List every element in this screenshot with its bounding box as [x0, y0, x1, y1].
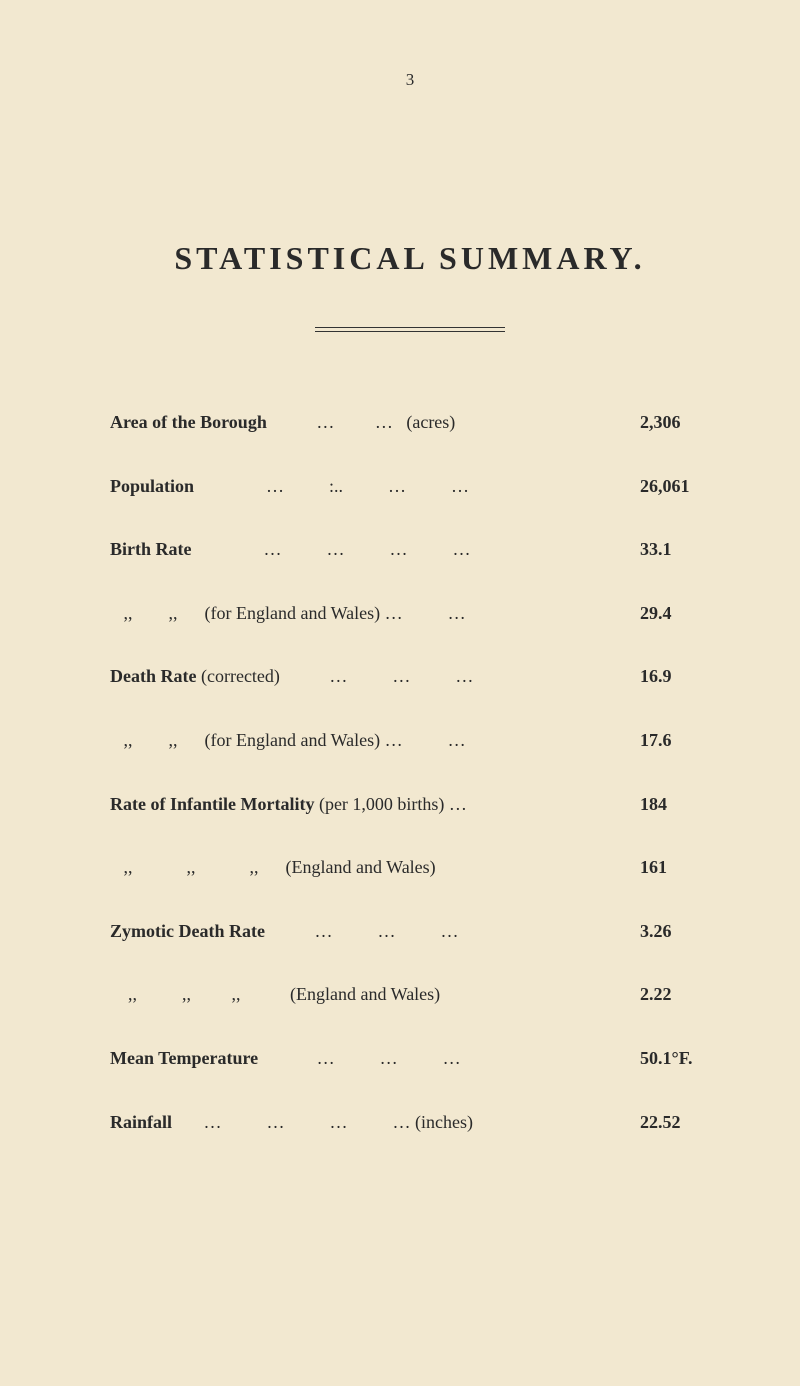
stat-row: ,, ,, ,, (England and Wales) 2.22: [110, 984, 710, 1006]
stat-label: Rate of Infantile Mortality (per 1,000 b…: [110, 794, 610, 816]
stat-row: ,, ,, ,, (England and Wales) 161: [110, 857, 710, 879]
stat-value: 161: [640, 857, 710, 879]
page-title: STATISTICAL SUMMARY.: [110, 240, 710, 277]
stat-row: Population … :.. … … 26,061: [110, 476, 710, 498]
stat-label: ,, ,, ,, (England and Wales): [110, 857, 610, 879]
stat-label: Population … :.. … …: [110, 476, 610, 498]
stat-label: Rainfall … … … … (inches): [110, 1112, 610, 1134]
stat-value: 22.52: [640, 1112, 710, 1134]
stat-row: Rainfall … … … … (inches) 22.52: [110, 1112, 710, 1134]
stat-label: Area of the Borough … … (acres): [110, 412, 610, 434]
stat-label: Death Rate (corrected) … … …: [110, 666, 610, 688]
stat-value: 26,061: [640, 476, 710, 498]
stat-label: ,, ,, (for England and Wales) … …: [110, 603, 610, 625]
stat-value: 2,306: [640, 412, 710, 434]
document-page: 3 STATISTICAL SUMMARY. Area of the Borou…: [0, 0, 800, 1215]
stat-row: ,, ,, (for England and Wales) … … 29.4: [110, 603, 710, 625]
stat-row: Area of the Borough … … (acres) 2,306: [110, 412, 710, 434]
stat-row: Rate of Infantile Mortality (per 1,000 b…: [110, 794, 710, 816]
stat-value: 184: [640, 794, 710, 816]
stat-value: 2.22: [640, 984, 710, 1006]
stat-row: Death Rate (corrected) … … … 16.9: [110, 666, 710, 688]
stat-value: 33.1: [640, 539, 710, 561]
stat-value: 50.1°F.: [640, 1048, 710, 1070]
stat-value: 29.4: [640, 603, 710, 625]
stat-label: Zymotic Death Rate … … …: [110, 921, 610, 943]
stat-label: ,, ,, ,, (England and Wales): [110, 984, 610, 1006]
stat-row: ,, ,, (for England and Wales) … … 17.6: [110, 730, 710, 752]
stat-row: Zymotic Death Rate … … … 3.26: [110, 921, 710, 943]
statistics-list: Area of the Borough … … (acres) 2,306 Popu…: [110, 412, 710, 1133]
stat-row: Birth Rate … … … … 33.1: [110, 539, 710, 561]
stat-label: Mean Temperature … … …: [110, 1048, 610, 1070]
stat-value: 17.6: [640, 730, 710, 752]
stat-value: 3.26: [640, 921, 710, 943]
stat-label: ,, ,, (for England and Wales) … …: [110, 730, 610, 752]
stat-value: 16.9: [640, 666, 710, 688]
stat-label: Birth Rate … … … …: [110, 539, 610, 561]
page-number: 3: [110, 70, 710, 90]
stat-row: Mean Temperature … … … 50.1°F.: [110, 1048, 710, 1070]
title-rule: [315, 327, 505, 332]
